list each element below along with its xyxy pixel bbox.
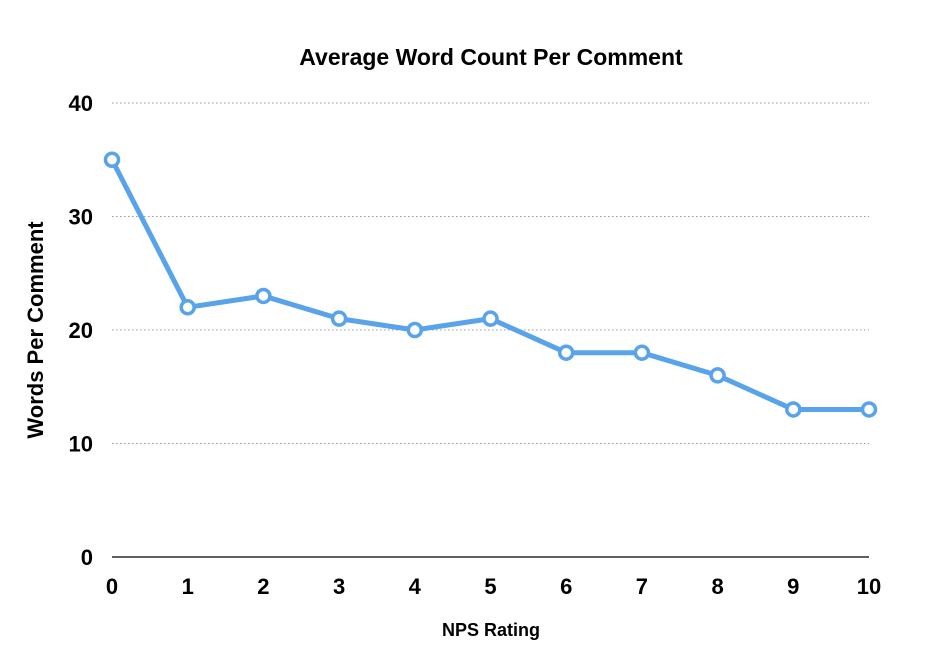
gridlines: [112, 102, 869, 558]
y-tick-label: 10: [69, 432, 93, 457]
y-axis-title: Words Per Comment: [23, 221, 48, 439]
x-tick-label: 2: [257, 574, 269, 599]
x-tick-label: 10: [857, 574, 881, 599]
data-point: [709, 367, 726, 384]
x-axis-title: NPS Rating: [442, 620, 540, 640]
x-tick-label: 3: [333, 574, 345, 599]
x-tick-label: 5: [484, 574, 496, 599]
data-point: [482, 310, 499, 327]
data-point: [785, 401, 802, 418]
x-tick-label: 8: [711, 574, 723, 599]
y-axis-ticks: 0 10 20 30 40: [69, 91, 93, 570]
data-point: [330, 310, 348, 327]
data-point: [103, 151, 121, 168]
x-tick-label: 7: [636, 574, 648, 599]
data-point: [633, 344, 651, 361]
chart-title: Average Word Count Per Comment: [299, 44, 683, 70]
series-layer: [103, 151, 878, 418]
y-tick-label: 30: [69, 205, 93, 230]
x-tick-label: 4: [409, 574, 422, 599]
y-tick-label: 20: [69, 318, 93, 343]
data-point: [255, 287, 272, 305]
x-tick-label: 1: [182, 574, 194, 599]
x-axis-ticks: 0 1 2 3 4 5 6 7 8 9 10: [106, 574, 881, 599]
y-tick-label: 40: [69, 91, 93, 116]
series-line: [109, 157, 872, 412]
data-point: [179, 299, 196, 316]
x-tick-label: 0: [106, 574, 118, 599]
data-point: [557, 344, 575, 361]
x-tick-label: 6: [560, 574, 572, 599]
y-tick-label: 0: [81, 545, 93, 570]
x-tick-label: 9: [787, 574, 799, 599]
data-point: [406, 321, 424, 339]
data-point: [860, 401, 878, 418]
